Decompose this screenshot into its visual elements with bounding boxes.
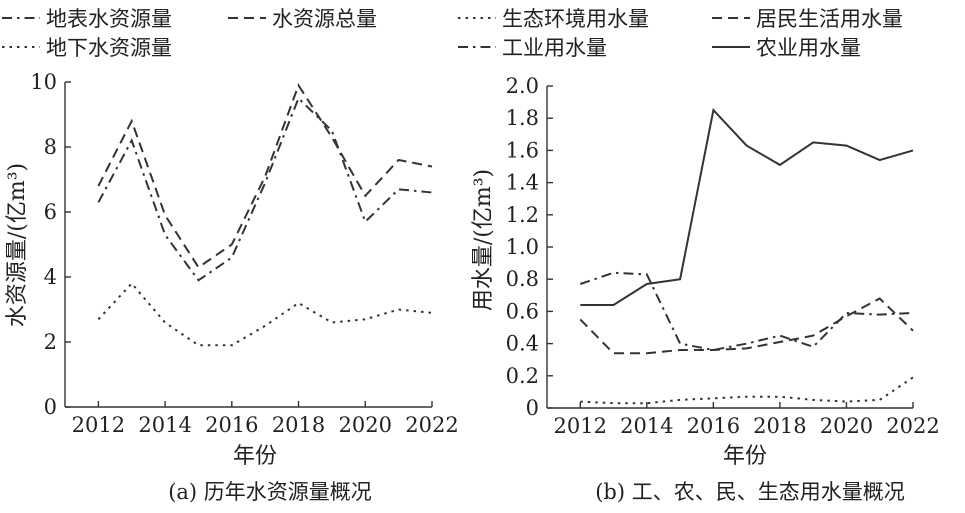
x-tick-label: 2022 — [405, 413, 458, 437]
x-tick-label: 2014 — [138, 413, 191, 437]
chart-a-axes — [64, 82, 432, 408]
y-tick-label: 1.0 — [506, 235, 539, 259]
x-tick-label: 2022 — [886, 414, 939, 438]
chart-a-x-label: 年份 — [233, 444, 277, 469]
chart-a-y-label: 水资源量/(亿m³) — [5, 163, 30, 327]
y-tick-label: 1.4 — [506, 171, 539, 195]
y-tick-label: 8 — [44, 135, 57, 159]
y-tick-label: 6 — [44, 200, 57, 224]
chart-b-y-label: 用水量/(亿m³) — [471, 169, 496, 311]
series-line-3 — [580, 107, 914, 306]
series-line-0 — [580, 376, 914, 405]
chart-a: 0 2 4 6 8 10 2012 2014 2016 2018 2020 2022 年份 水资源量… — [5, 70, 459, 504]
legend-label: 水资源总量 — [272, 7, 377, 31]
y-tick-label: 1.6 — [506, 138, 539, 162]
chart-b-caption: (b) 工、农、民、生态用水量概况 — [595, 480, 905, 504]
chart-b-x-ticks: 2012 2014 2016 2018 2020 2022 — [554, 402, 940, 438]
series-line-1 — [579, 297, 914, 355]
y-tick-label: 0 — [526, 396, 539, 420]
y-tick-label: 10 — [30, 70, 57, 94]
x-tick-label: 2020 — [339, 413, 392, 437]
chart-a-lines — [97, 83, 433, 347]
x-tick-label: 2014 — [620, 414, 673, 438]
x-tick-label: 2012 — [554, 414, 607, 438]
chart-b-lines — [579, 107, 914, 405]
chart-b-axes — [546, 86, 913, 409]
chart-b: 0 0.2 0.4 0.6 0.8 1.0 1.2 1.4 1.6 1.8 2.0 2012 2014… — [471, 74, 940, 504]
legend-label: 工业用水量 — [502, 36, 607, 60]
legend-label: 农业用水量 — [756, 36, 861, 60]
y-tick-label: 0 — [44, 395, 57, 419]
y-tick-label: 1.2 — [506, 203, 539, 227]
y-tick-label: 0.2 — [506, 364, 539, 388]
x-tick-label: 2016 — [687, 414, 740, 438]
legend-label: 地下水资源量 — [46, 36, 172, 60]
legend-label: 地表水资源量 — [46, 7, 172, 31]
y-tick-label: 0.8 — [506, 267, 539, 291]
chart-b-y-ticks: 0 0.2 0.4 0.6 0.8 1.0 1.2 1.4 1.6 1.8 2.0 — [506, 74, 553, 420]
y-tick-label: 0.4 — [506, 332, 539, 356]
x-tick-label: 2012 — [72, 413, 125, 437]
y-tick-label: 4 — [44, 265, 57, 289]
y-tick-label: 1.8 — [506, 106, 539, 130]
chart-a-y-ticks: 0 2 4 6 8 10 — [30, 70, 71, 419]
chart-a-x-ticks: 2012 2014 2016 2018 2020 2022 — [72, 401, 459, 437]
legend-label: 生态环境用水量 — [502, 7, 649, 31]
series-line-0 — [97, 96, 433, 282]
legend-label: 居民生活用水量 — [756, 7, 903, 31]
series-line-2 — [97, 281, 433, 347]
y-tick-label: 0.6 — [506, 299, 539, 323]
x-tick-label: 2020 — [820, 414, 873, 438]
series-line-1 — [97, 83, 433, 269]
x-tick-label: 2016 — [205, 413, 258, 437]
chart-a-caption: (a) 历年水资源量概况 — [168, 480, 372, 504]
x-tick-label: 2018 — [272, 413, 325, 437]
y-tick-label: 2.0 — [506, 74, 539, 98]
chart-b-x-label: 年份 — [723, 444, 767, 469]
series-line-2 — [579, 271, 914, 352]
y-tick-label: 2 — [44, 330, 57, 354]
x-tick-label: 2018 — [753, 414, 806, 438]
